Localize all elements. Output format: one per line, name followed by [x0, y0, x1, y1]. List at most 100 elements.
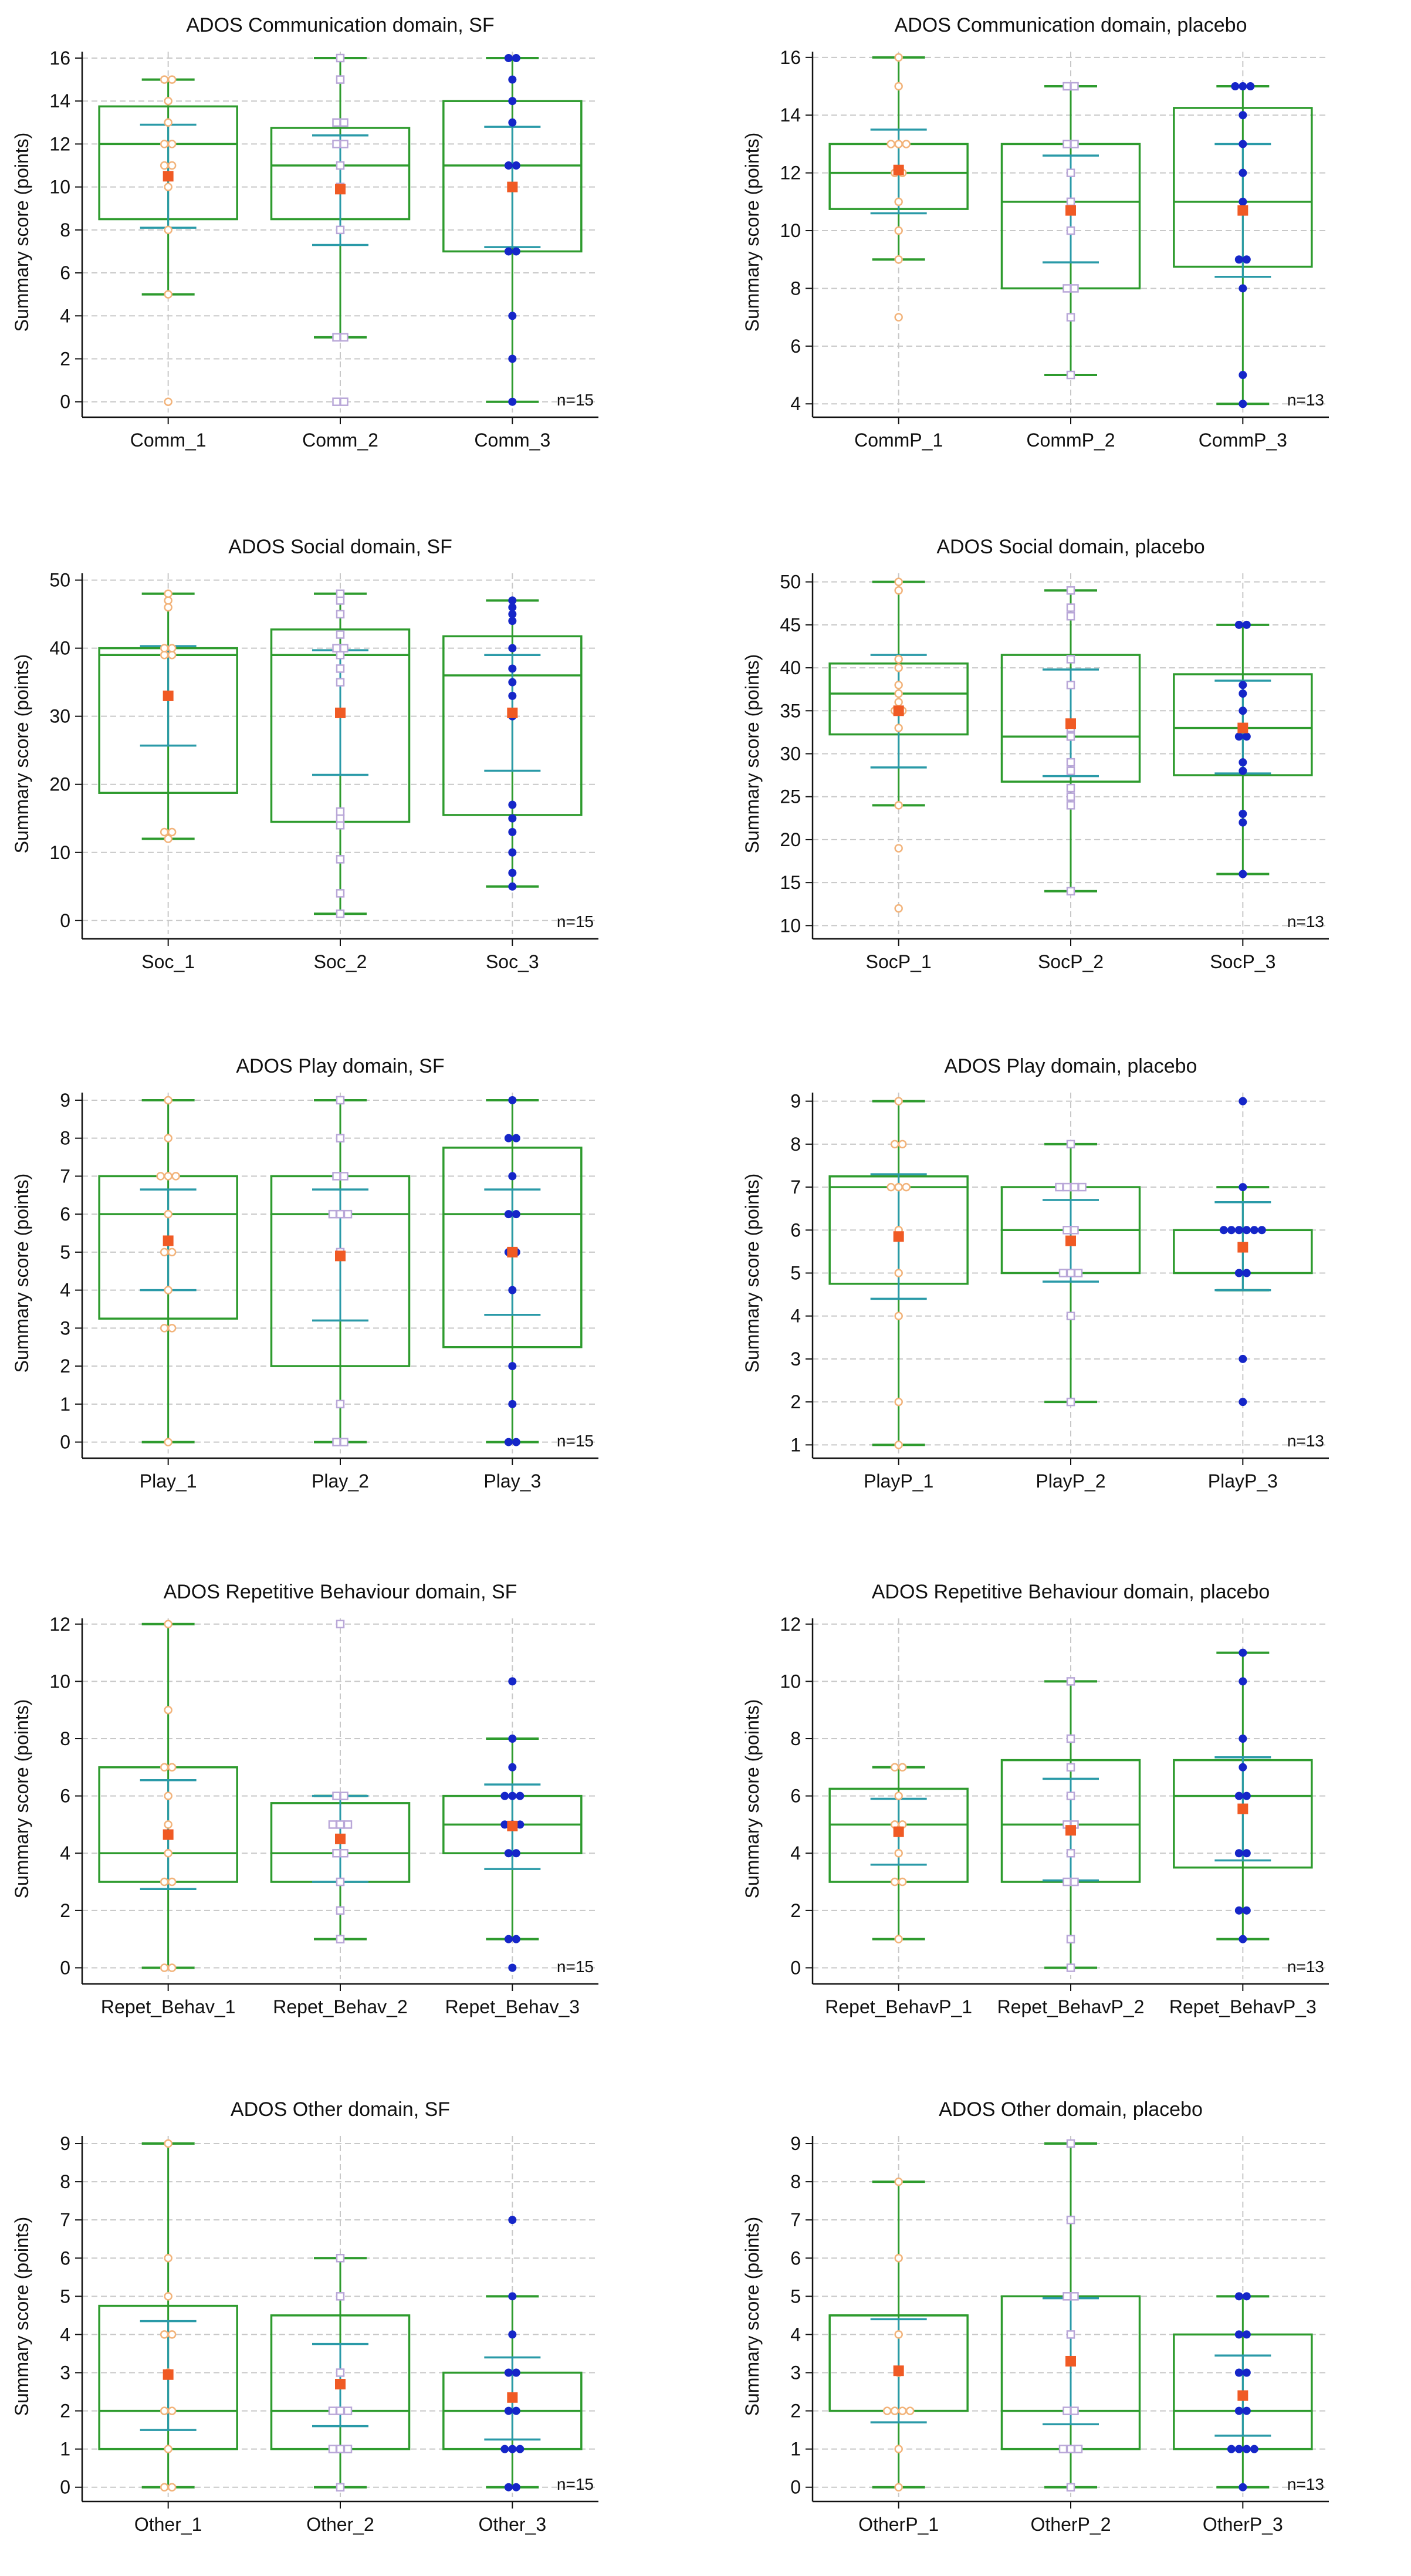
data-point [164, 1791, 172, 1800]
data-point [1070, 1182, 1079, 1192]
x-tick-label: Comm_3 [474, 430, 550, 451]
data-point [164, 182, 172, 191]
y-tick-label: 8 [60, 1128, 70, 1149]
y-tick-label: 2 [60, 348, 70, 369]
sample-size-label: n=15 [557, 1432, 594, 1450]
data-point [890, 1877, 899, 1887]
data-point [336, 1096, 345, 1105]
data-point [894, 313, 903, 322]
box-SocP_3: SocP_3 [1173, 573, 1313, 972]
y-tick-label: 50 [49, 570, 70, 591]
data-point [508, 75, 517, 84]
y-tick-label: 0 [60, 1957, 70, 1978]
data-point [340, 1791, 348, 1800]
chart-panel-2: ADOS Communication domain, placebo Summar… [742, 14, 1329, 451]
data-point [894, 655, 903, 664]
data-point [516, 1791, 525, 1800]
mean-marker [1065, 718, 1076, 729]
mean-marker [335, 1833, 346, 1844]
mean-marker [893, 1231, 904, 1242]
box-PlayP_2: PlayP_2 [1000, 1093, 1141, 1492]
x-tick-label: Play_1 [140, 1470, 197, 1492]
box-Repet_BehavP_1: Repet_BehavP_1 [825, 1618, 972, 2017]
y-tick-label: 45 [780, 614, 801, 635]
box-Repet_Behav_2: Repet_Behav_2 [270, 1618, 411, 2017]
mean-marker [163, 1829, 174, 1840]
y-tick-label: 9 [60, 1090, 70, 1111]
mean-marker [1237, 1803, 1248, 1814]
data-point [336, 2292, 345, 2301]
data-point [336, 1877, 345, 1887]
y-axis-label: Summary score (points) [11, 654, 32, 854]
y-tick-label: 1 [60, 1394, 70, 1415]
data-point [1058, 2445, 1068, 2453]
chart-panel-7: ADOS Repetitive Behaviour domain, SF Summ… [11, 1581, 598, 2017]
x-tick-label: Other_3 [479, 2514, 547, 2535]
data-point [508, 2445, 517, 2453]
data-point [1063, 1226, 1071, 1235]
data-point [1070, 1877, 1079, 1887]
data-point [1250, 1226, 1258, 1235]
data-point [894, 904, 903, 913]
y-tick-label: 30 [780, 743, 801, 765]
sample-size-label: n=15 [557, 912, 594, 931]
data-point [894, 1397, 903, 1407]
data-point [1066, 168, 1075, 177]
y-tick-label: 1 [790, 2439, 801, 2460]
data-point [508, 691, 517, 700]
x-tick-label: Repet_Behav_2 [273, 1996, 408, 2017]
data-point [894, 689, 903, 698]
chart-title: ADOS Repetitive Behaviour domain, placeb… [872, 1581, 1270, 1603]
y-tick-label: 20 [49, 774, 70, 795]
data-point [1070, 2406, 1079, 2415]
data-point [1063, 1182, 1071, 1192]
y-tick-label: 0 [60, 1432, 70, 1453]
box-CommP_2: CommP_2 [1000, 52, 1141, 451]
data-point [1239, 82, 1247, 91]
y-tick-label: 8 [60, 219, 70, 241]
data-point [508, 1677, 517, 1686]
data-point [512, 1935, 520, 1943]
data-point [894, 2254, 903, 2263]
data-point [1066, 887, 1075, 896]
data-point [1074, 1269, 1083, 1277]
data-point [508, 1362, 517, 1371]
data-point [886, 140, 895, 148]
mean-marker [1065, 1235, 1076, 1246]
y-tick-label: 16 [780, 47, 801, 68]
data-point [160, 1877, 169, 1887]
box-PlayP_3: PlayP_3 [1173, 1093, 1313, 1492]
y-tick-label: 6 [60, 262, 70, 283]
y-tick-label: 0 [60, 391, 70, 413]
data-point [164, 1848, 172, 1858]
box-OtherP_3: OtherP_3 [1173, 2136, 1313, 2535]
data-point [894, 1182, 903, 1192]
data-point [890, 1763, 899, 1772]
mean-marker [335, 2379, 346, 2390]
data-point [1066, 732, 1075, 741]
data-point [343, 2445, 353, 2453]
data-point [343, 1820, 353, 1829]
y-tick-label: 0 [790, 2477, 801, 2498]
data-point [160, 75, 169, 84]
sample-size-label: n=13 [1287, 1432, 1324, 1450]
sample-size-label: n=15 [557, 2475, 594, 2493]
data-point [164, 1705, 172, 1715]
data-point [332, 397, 341, 406]
data-point [1078, 1182, 1087, 1192]
data-point [894, 197, 903, 207]
data-point [1066, 1140, 1075, 1149]
mean-marker [507, 181, 518, 192]
data-point [336, 909, 345, 918]
data-point [336, 589, 345, 599]
data-point [886, 1182, 895, 1192]
data-point [890, 1140, 899, 1149]
data-point [508, 678, 517, 687]
chart-title: ADOS Other domain, placebo [939, 2098, 1203, 2121]
data-point [894, 577, 903, 586]
y-tick-label: 4 [60, 1843, 70, 1864]
mean-marker [163, 1235, 174, 1246]
data-point [1066, 766, 1075, 776]
data-point [508, 118, 517, 127]
